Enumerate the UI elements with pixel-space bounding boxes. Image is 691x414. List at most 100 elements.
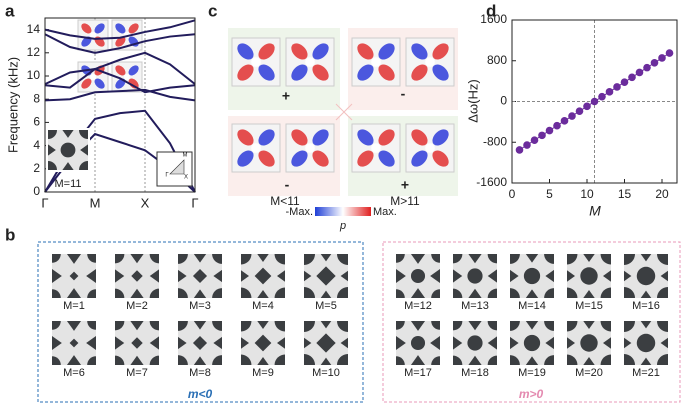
sign: +	[282, 88, 290, 104]
field-lobe	[237, 64, 254, 81]
cell-corner	[304, 354, 315, 365]
y-tick-label: -1600	[476, 175, 507, 189]
cell-center	[254, 334, 272, 352]
point	[613, 83, 621, 91]
cell-edge	[660, 270, 668, 282]
y-axis-label: Δω(Hz)	[465, 79, 480, 122]
cell-edge	[640, 357, 652, 365]
inset-label: M=11	[54, 178, 81, 190]
cell-label: M=6	[63, 367, 85, 379]
y-tick-label: 0	[500, 94, 507, 108]
cell-corner	[657, 287, 668, 298]
field-hole	[305, 143, 315, 153]
point	[665, 49, 674, 57]
cell-edge	[66, 321, 82, 331]
cell-corner	[487, 321, 497, 331]
field-lobe	[291, 43, 308, 60]
colorbar	[315, 207, 371, 216]
cell-corner	[178, 288, 188, 298]
colorbar-max: Max.	[373, 206, 397, 218]
cell-edge	[453, 336, 463, 350]
y-tick-label: 8	[33, 91, 40, 105]
cell-edge	[510, 336, 519, 350]
field-lobe	[115, 36, 126, 47]
field-lobe	[378, 43, 395, 60]
y-tick-label: 12	[27, 45, 41, 59]
cell-corner	[544, 288, 554, 298]
field-lobe	[258, 150, 275, 167]
cell-edge	[276, 337, 285, 349]
cell-corner	[510, 355, 520, 365]
cell-corner	[453, 355, 463, 365]
cell-edge	[66, 355, 82, 365]
group-label: m<0	[188, 387, 213, 401]
cell-edge	[525, 321, 539, 330]
cell-center	[523, 334, 541, 352]
cell-corner	[600, 354, 611, 365]
cell-center	[410, 268, 426, 284]
cell-edge	[320, 321, 332, 329]
field-lobe	[432, 129, 449, 146]
cell-corner	[304, 254, 315, 265]
field-hole	[124, 74, 130, 80]
cell-edge	[52, 268, 62, 284]
cell-corner	[396, 289, 405, 298]
cell-edge	[602, 270, 611, 282]
field-lobe	[258, 129, 275, 146]
cell-label: M=14	[518, 300, 546, 312]
point	[515, 146, 524, 154]
field-lobe	[312, 150, 329, 167]
cell-corner	[87, 356, 96, 365]
x-tick-label: 0	[509, 187, 516, 201]
cell-corner	[487, 254, 497, 264]
point	[590, 97, 599, 106]
cell-label: M=9	[252, 367, 274, 379]
field-lobe	[411, 150, 428, 167]
cell-center	[254, 267, 272, 285]
field-hole	[90, 74, 96, 80]
point	[628, 73, 636, 82]
cell-edge	[213, 269, 222, 283]
cell-corner	[149, 321, 159, 331]
group-box	[37, 241, 364, 403]
plot-frame	[511, 19, 678, 184]
field-hole	[425, 143, 435, 153]
cell-corner	[431, 356, 440, 365]
cell-center	[192, 268, 208, 284]
cell-label: M=7	[126, 367, 148, 379]
cell-corner	[48, 130, 57, 139]
cell-corner	[567, 321, 578, 332]
field-lobe	[432, 150, 449, 167]
cell-corner	[337, 287, 348, 298]
cell-corner	[52, 356, 61, 365]
cell-label: M=16	[632, 300, 660, 312]
cell-edge	[304, 270, 312, 282]
cell-label: M=18	[461, 367, 489, 379]
cell-corner	[510, 254, 520, 264]
cell-corner	[115, 254, 125, 264]
cell-corner	[431, 254, 440, 263]
cell-edge	[66, 254, 82, 264]
cell-corner	[212, 355, 222, 365]
cell-center	[131, 337, 143, 349]
cell-edge	[583, 289, 595, 298]
cell-edge	[193, 254, 207, 263]
cell-label: M=17	[404, 367, 432, 379]
cell-corner	[52, 321, 61, 330]
cell-corner	[52, 289, 61, 298]
point	[553, 121, 561, 130]
cell-label: M=3	[189, 300, 211, 312]
cell-corner	[600, 254, 611, 265]
cell-edge	[86, 268, 96, 284]
field-lobe	[115, 23, 126, 34]
cell-corner	[396, 321, 405, 330]
cell-edge	[178, 336, 187, 350]
bz-label: X	[184, 175, 188, 181]
cell-label: M=4	[252, 300, 274, 312]
point	[643, 63, 651, 72]
cell-edge	[525, 356, 539, 365]
cell-corner	[453, 254, 463, 264]
field-hole	[371, 57, 381, 67]
cell-corner	[48, 161, 57, 170]
band-line	[44, 67, 196, 94]
